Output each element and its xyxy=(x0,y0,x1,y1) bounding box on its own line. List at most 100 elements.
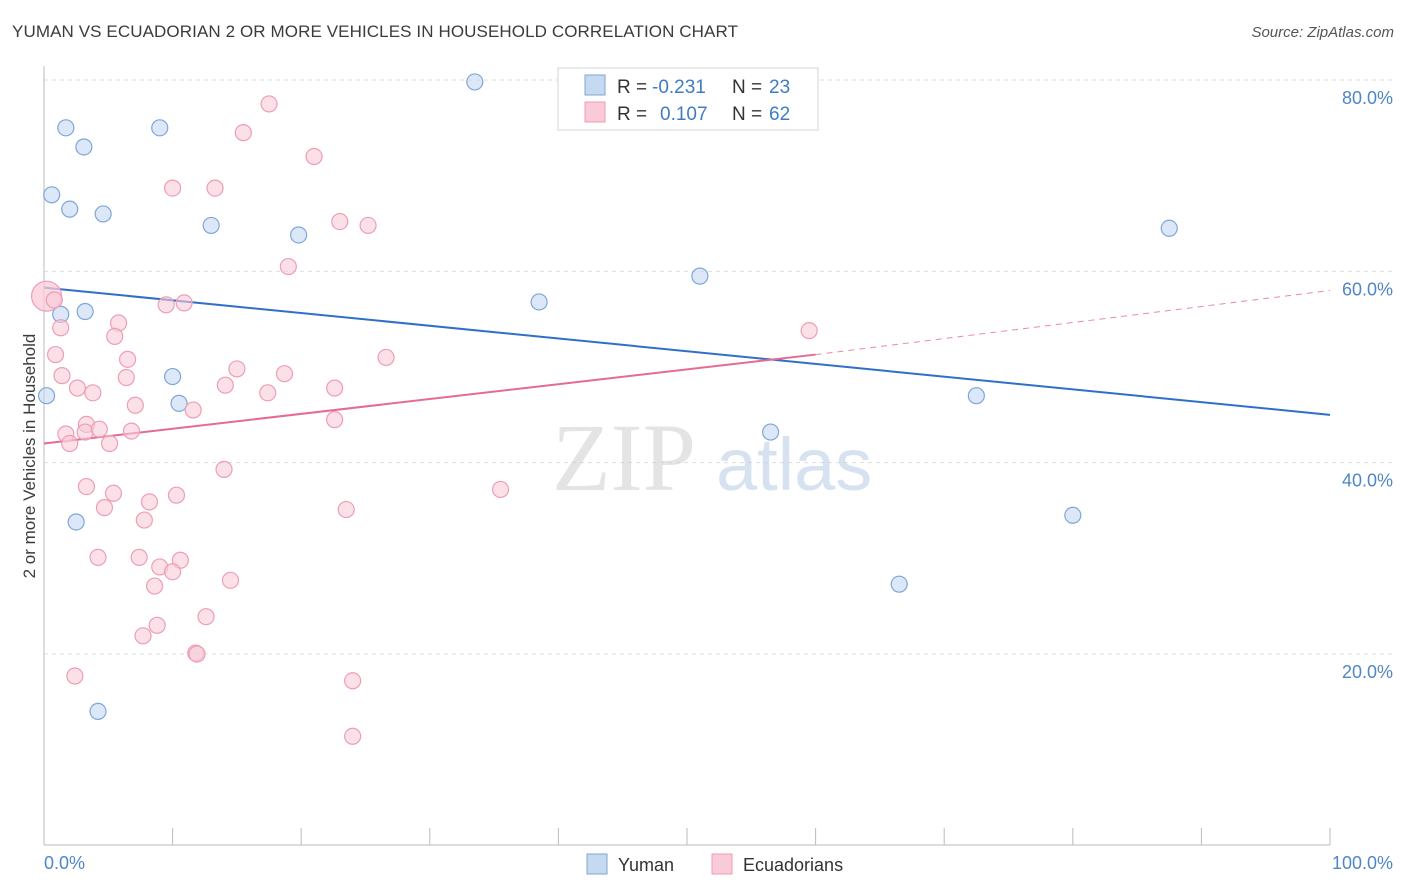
y-axis-title: 2 or more Vehicles in Household xyxy=(20,334,39,579)
point-ecuadorians-38 xyxy=(491,480,510,499)
trend-layer xyxy=(43,286,1331,445)
legend-r-label-ecuadorians: R = xyxy=(617,104,647,125)
point-ecuadorians-42 xyxy=(95,499,114,517)
point-ecuadorians-59 xyxy=(344,727,362,745)
point-ecuadorians-56 xyxy=(188,645,206,663)
point-yuman-4 xyxy=(43,186,61,204)
stats-legend: R = -0.231 N = 23 R = 0.107 N = 62 xyxy=(557,67,819,131)
trendline-ecuadorians-extension xyxy=(815,289,1331,356)
point-ecuadorians-6 xyxy=(331,212,349,231)
point-ecuadorians-32 xyxy=(90,420,108,438)
legend-n-label-ecuadorians: N = xyxy=(732,104,762,125)
point-ecuadorians-50 xyxy=(221,571,240,589)
point-ecuadorians-26 xyxy=(126,396,144,414)
bottom-legend-label-yuman: Yuman xyxy=(618,855,674,875)
point-yuman-14 xyxy=(164,367,182,386)
bottom-legend-swatch-ecuadorians xyxy=(711,853,733,875)
point-yuman-6 xyxy=(94,205,112,223)
legend-n-label-yuman: N = xyxy=(732,77,762,98)
legend-r-value-yuman: -0.231 xyxy=(652,77,706,98)
point-yuman-16 xyxy=(37,387,56,405)
point-ecuadorians-57 xyxy=(66,667,84,685)
point-ecuadorians-11 xyxy=(52,319,70,337)
legend-n-value-ecuadorians: 62 xyxy=(769,104,790,125)
point-yuman-18 xyxy=(761,423,780,441)
point-ecuadorians-33 xyxy=(122,422,141,440)
legend-swatch-yuman xyxy=(584,74,606,96)
point-yuman-10 xyxy=(691,267,709,285)
bottom-legend-label-ecuadorians: Ecuadorians xyxy=(743,855,843,875)
point-ecuadorians-10 xyxy=(175,294,193,312)
point-ecuadorians-7 xyxy=(359,216,377,235)
axes-layer xyxy=(43,66,1331,846)
point-yuman-20 xyxy=(67,513,85,531)
point-ecuadorians-13 xyxy=(106,327,124,345)
point-yuman-19 xyxy=(1064,506,1082,524)
point-ecuadorians-8 xyxy=(279,257,297,276)
trendline-ecuadorians xyxy=(43,353,816,445)
y-tick-label-20: 20.0% xyxy=(1342,662,1393,682)
point-ecuadorians-18 xyxy=(53,367,71,385)
y-tick-label-40: 40.0% xyxy=(1342,471,1393,491)
point-ecuadorians-54 xyxy=(134,627,152,645)
point-ecuadorians-34 xyxy=(61,434,79,453)
legend-r-value-ecuadorians: 0.107 xyxy=(660,104,708,125)
point-yuman-11 xyxy=(530,293,548,311)
x-tick-label-max: 100.0% xyxy=(1332,853,1393,873)
point-ecuadorians-37 xyxy=(77,477,96,496)
point-yuman-17 xyxy=(967,387,985,405)
point-ecuadorians-40 xyxy=(167,486,186,504)
point-yuman-5 xyxy=(61,200,79,218)
watermark: ZIP atlas xyxy=(552,404,872,511)
point-ecuadorians-35 xyxy=(100,434,119,453)
point-ecuadorians-49 xyxy=(164,563,182,581)
legend-r-label-yuman: R = xyxy=(617,77,647,98)
point-yuman-13 xyxy=(76,302,94,321)
trendline-yuman xyxy=(43,286,1331,416)
point-yuman-21 xyxy=(890,575,908,593)
point-ecuadorians-28 xyxy=(326,411,344,429)
series-legend: Yuman Ecuadorians xyxy=(586,853,843,875)
point-ecuadorians-60 xyxy=(800,322,818,340)
point-ecuadorians-61 xyxy=(45,291,63,309)
y-tick-label-60: 60.0% xyxy=(1342,279,1393,299)
point-ecuadorians-51 xyxy=(145,577,164,595)
bottom-legend-swatch-yuman xyxy=(586,853,608,875)
point-ecuadorians-46 xyxy=(130,548,148,566)
point-ecuadorians-3 xyxy=(305,147,323,166)
legend-n-value-yuman: 23 xyxy=(769,77,790,98)
point-ecuadorians-2 xyxy=(234,124,252,142)
point-ecuadorians-27 xyxy=(184,401,202,419)
points-layer xyxy=(30,73,1178,745)
point-ecuadorians-19 xyxy=(275,365,294,383)
point-ecuadorians-5 xyxy=(206,179,224,197)
point-ecuadorians-17 xyxy=(228,360,246,378)
point-yuman-3 xyxy=(151,119,169,137)
point-ecuadorians-39 xyxy=(104,484,123,502)
point-yuman-7 xyxy=(202,216,220,235)
point-ecuadorians-53 xyxy=(148,616,166,634)
point-ecuadorians-15 xyxy=(118,350,137,368)
chart-source: Source: ZipAtlas.com xyxy=(1251,24,1394,41)
point-ecuadorians-16 xyxy=(377,348,395,367)
point-yuman-1 xyxy=(57,119,75,137)
point-ecuadorians-41 xyxy=(140,493,159,511)
point-ecuadorians-52 xyxy=(197,608,215,626)
chart-title: YUMAN VS ECUADORIAN 2 OR MORE VEHICLES I… xyxy=(12,22,739,41)
watermark-zip: ZIP xyxy=(552,404,696,511)
point-yuman-15 xyxy=(170,394,188,412)
point-ecuadorians-36 xyxy=(215,460,233,478)
watermark-atlas: atlas xyxy=(716,423,872,506)
point-ecuadorians-1 xyxy=(260,95,278,113)
grid-layer xyxy=(44,79,1392,655)
point-ecuadorians-22 xyxy=(68,379,87,397)
point-ecuadorians-21 xyxy=(216,376,234,394)
point-ecuadorians-43 xyxy=(337,500,355,519)
point-ecuadorians-4 xyxy=(164,179,182,197)
point-yuman-22 xyxy=(89,702,107,721)
point-ecuadorians-31 xyxy=(76,423,94,441)
tick-labels: 20.0% 40.0% 60.0% 80.0% 0.0% 100.0% xyxy=(44,88,1393,873)
point-yuman-0 xyxy=(466,73,484,91)
point-ecuadorians-25 xyxy=(326,379,344,397)
